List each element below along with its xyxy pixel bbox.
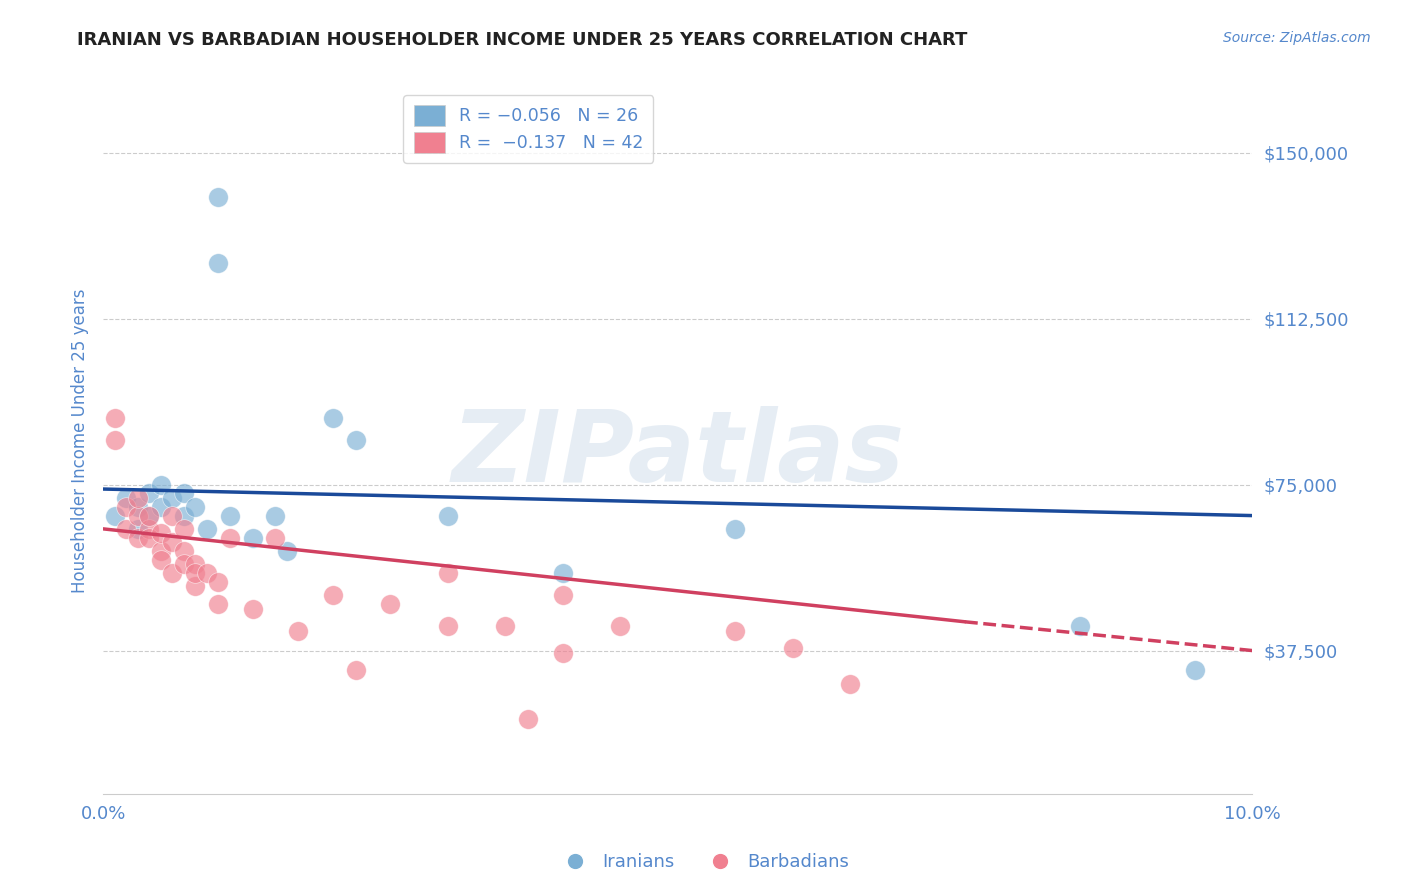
Point xyxy=(724,624,747,638)
Point xyxy=(184,566,207,581)
Point xyxy=(127,508,149,523)
Point xyxy=(127,491,149,505)
Point xyxy=(149,553,172,567)
Point xyxy=(437,619,460,633)
Point xyxy=(207,597,229,611)
Point xyxy=(207,574,229,589)
Point xyxy=(173,558,195,572)
Legend: Iranians, Barbadians: Iranians, Barbadians xyxy=(550,847,856,879)
Point xyxy=(207,256,229,270)
Point xyxy=(149,500,172,514)
Point xyxy=(344,434,367,448)
Point xyxy=(551,566,574,581)
Point xyxy=(494,619,516,633)
Point xyxy=(609,619,631,633)
Point xyxy=(115,522,138,536)
Point xyxy=(380,597,402,611)
Point xyxy=(207,190,229,204)
Point xyxy=(287,624,309,638)
Point xyxy=(218,508,240,523)
Point xyxy=(322,411,344,425)
Point xyxy=(517,712,540,726)
Point xyxy=(437,508,460,523)
Point xyxy=(551,588,574,602)
Point xyxy=(344,664,367,678)
Point xyxy=(184,500,207,514)
Point xyxy=(115,500,138,514)
Point xyxy=(138,486,160,500)
Y-axis label: Householder Income Under 25 years: Householder Income Under 25 years xyxy=(72,288,89,592)
Point xyxy=(160,566,183,581)
Point xyxy=(322,588,344,602)
Text: ZIPatlas: ZIPatlas xyxy=(451,406,904,503)
Point xyxy=(173,486,195,500)
Point xyxy=(173,544,195,558)
Point xyxy=(724,522,747,536)
Point xyxy=(160,535,183,549)
Point xyxy=(1184,664,1206,678)
Text: Source: ZipAtlas.com: Source: ZipAtlas.com xyxy=(1223,31,1371,45)
Point xyxy=(276,544,298,558)
Point xyxy=(437,566,460,581)
Point xyxy=(242,531,264,545)
Point xyxy=(782,641,804,656)
Point xyxy=(127,522,149,536)
Point xyxy=(127,500,149,514)
Point xyxy=(115,491,138,505)
Point xyxy=(149,477,172,491)
Point xyxy=(138,508,160,523)
Point xyxy=(264,531,287,545)
Point xyxy=(104,508,127,523)
Point xyxy=(839,677,862,691)
Point xyxy=(551,646,574,660)
Point xyxy=(242,601,264,615)
Point xyxy=(173,508,195,523)
Legend: R = −0.056   N = 26, R =  −0.137   N = 42: R = −0.056 N = 26, R = −0.137 N = 42 xyxy=(404,95,654,163)
Point xyxy=(1069,619,1091,633)
Point xyxy=(149,544,172,558)
Point xyxy=(195,522,218,536)
Point xyxy=(264,508,287,523)
Point xyxy=(138,508,160,523)
Point xyxy=(104,411,127,425)
Point xyxy=(104,434,127,448)
Point xyxy=(184,558,207,572)
Point xyxy=(173,522,195,536)
Point xyxy=(160,508,183,523)
Point xyxy=(184,579,207,593)
Text: IRANIAN VS BARBADIAN HOUSEHOLDER INCOME UNDER 25 YEARS CORRELATION CHART: IRANIAN VS BARBADIAN HOUSEHOLDER INCOME … xyxy=(77,31,967,49)
Point xyxy=(138,531,160,545)
Point xyxy=(218,531,240,545)
Point xyxy=(160,491,183,505)
Point xyxy=(149,526,172,541)
Point xyxy=(195,566,218,581)
Point xyxy=(127,531,149,545)
Point xyxy=(138,522,160,536)
